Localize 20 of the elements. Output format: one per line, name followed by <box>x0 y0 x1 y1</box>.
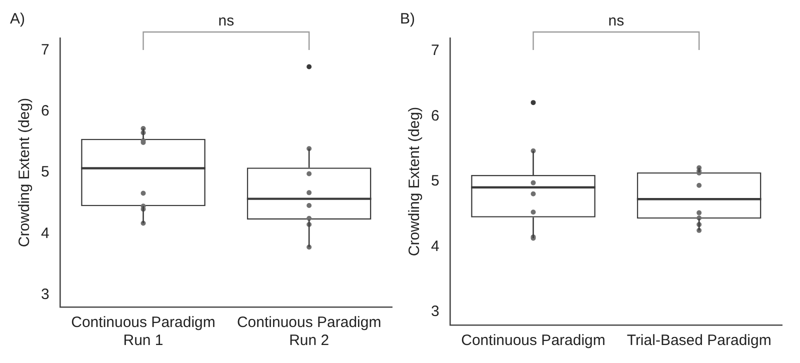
x-tick-label: Continuous Paradigm <box>461 332 606 350</box>
text: B) <box>400 10 416 28</box>
y-tick-label: 7 <box>41 41 50 58</box>
x-tick-label: Trial-Based Paradigm <box>626 332 772 350</box>
y-tick-label: 3 <box>431 303 440 320</box>
y-tick-label: 6 <box>41 102 50 120</box>
y-tick-label: 6 <box>431 107 440 124</box>
text: ns <box>218 12 234 30</box>
y-tick-label: 4 <box>41 224 50 242</box>
y-axis-title: Crowding Extent (deg) <box>16 98 34 248</box>
y-tick-label: 5 <box>431 172 440 190</box>
x-tick-label: Continuous Paradigm Run 1 <box>71 314 216 350</box>
text: ns <box>608 12 624 30</box>
y-tick-label: 5 <box>41 164 50 181</box>
x-tick-label: Continuous Paradigm Run 2 <box>236 314 382 350</box>
y-tick-label: 7 <box>431 42 440 60</box>
y-axis-title: Crowding Extent (deg) <box>406 106 424 256</box>
y-tick-label: 4 <box>431 238 440 255</box>
text: A) <box>10 10 26 28</box>
y-tick-label: 3 <box>41 286 50 303</box>
